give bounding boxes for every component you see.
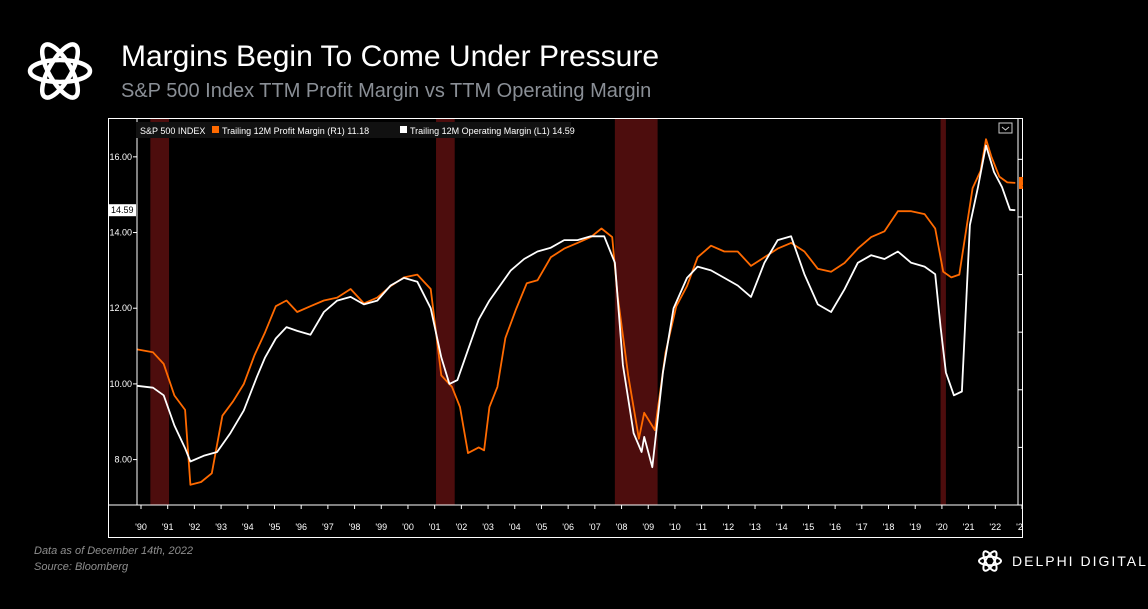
operating-margin-line (136, 144, 1016, 469)
operating-last-value-label: 14.59 (111, 205, 134, 215)
y-left-tick-label: 10.00 (109, 379, 132, 389)
x-tick-label: '11 (696, 522, 707, 532)
x-tick-label: '97 (322, 522, 334, 532)
delphi-knot-icon (27, 42, 93, 100)
x-tick-label: '90 (135, 522, 147, 532)
x-tick-label: '07 (589, 522, 601, 532)
x-tick-label: '98 (349, 522, 361, 532)
x-tick-label: '95 (269, 522, 281, 532)
legend-swatch-profit (212, 126, 219, 133)
recession-band (436, 119, 455, 505)
chart-series (136, 138, 1016, 486)
chart-legend: S&P 500 INDEX Trailing 12M Profit Margin… (136, 122, 575, 138)
x-tick-label: '22 (989, 522, 1001, 532)
x-tick-label: '18 (883, 522, 895, 532)
profit-last-value-badge (1019, 176, 1023, 189)
y-left-tick-label: 16.00 (109, 152, 132, 162)
y-left-tick-label: 8.00 (114, 455, 132, 465)
x-tick-label: '15 (803, 522, 815, 532)
recession-band (940, 119, 946, 505)
data-date-note: Data as of December 14th, 2022 (34, 545, 193, 557)
x-tick-label: '06 (562, 522, 574, 532)
x-tick-label: '14 (776, 522, 788, 532)
x-tick-label: '05 (536, 522, 548, 532)
x-tick-label: '93 (215, 522, 227, 532)
x-tick-label: '09 (642, 522, 654, 532)
x-tick-label: '08 (616, 522, 628, 532)
x-tick-label: '92 (189, 522, 201, 532)
legend-entry-profit: Trailing 12M Profit Margin (R1) 11.18 (222, 126, 369, 136)
y-left-tick-label: 14.00 (109, 228, 132, 238)
brand-name: DELPHI DIGITAL (1012, 553, 1148, 569)
x-tick-label: '04 (509, 522, 521, 532)
x-tick-label: '16 (829, 522, 841, 532)
legend-swatch-operating (400, 126, 407, 133)
profit-last-value-label: 11.18 (1022, 178, 1023, 188)
recession-band (150, 119, 170, 505)
x-tick-label: '01 (429, 522, 441, 532)
operating-last-value-badge (108, 204, 136, 217)
source-note: Source: Bloomberg (34, 561, 129, 573)
page-title: Margins Begin To Come Under Pressure (121, 40, 660, 73)
x-tick-label: '17 (856, 522, 868, 532)
x-tick-label: '20 (936, 522, 948, 532)
y-left-tick-label: 12.00 (109, 303, 132, 313)
x-tick-label: '96 (295, 522, 307, 532)
recession-band (614, 119, 658, 505)
x-tick-label: '19 (909, 522, 921, 532)
x-tick-label: '23 (1016, 522, 1023, 532)
x-tick-label: '02 (455, 522, 467, 532)
recession-bands (150, 119, 946, 505)
x-tick-label: '99 (375, 522, 387, 532)
legend-title: S&P 500 INDEX (140, 126, 205, 136)
x-tick-label: '12 (722, 522, 734, 532)
x-tick-label: '00 (402, 522, 414, 532)
x-tick-label: '94 (242, 522, 254, 532)
brand-mark: DELPHI DIGITAL (976, 547, 1146, 575)
page-subtitle: S&P 500 Index TTM Profit Margin vs TTM O… (121, 80, 652, 102)
x-tick-label: '91 (162, 522, 174, 532)
x-tick-label: '13 (749, 522, 761, 532)
legend-entry-operating: Trailing 12M Operating Margin (L1) 14.59 (410, 126, 575, 136)
chart-settings-icon[interactable] (998, 122, 1013, 134)
chart-border (108, 118, 1023, 538)
profit-margin-line (136, 138, 1016, 486)
delphi-brand-icon (978, 550, 1002, 572)
x-tick-label: '21 (963, 522, 975, 532)
chart-axes: '90 '91 '92 '93 '94 '95 '96 '97 '98 '99 '00 '01 '02 '… (108, 118, 1023, 532)
x-tick-label: '03 (482, 522, 494, 532)
margin-chart: '90 '91 '92 '93 '94 '95 '96 '97 '98 '99 '00 '01 '02 '… (108, 118, 1023, 538)
x-tick-label: '10 (669, 522, 681, 532)
legend-background (136, 122, 571, 138)
